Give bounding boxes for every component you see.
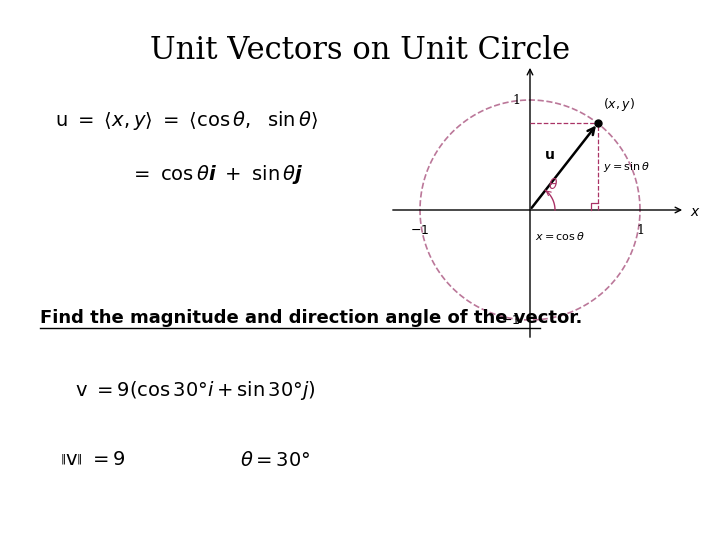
Text: $x = \cos\theta$: $x = \cos\theta$: [535, 230, 585, 242]
Text: $y = \sin\theta$: $y = \sin\theta$: [603, 160, 649, 174]
Text: $=\ \cos\theta\boldsymbol{i}\ +\ \sin\theta\boldsymbol{j}$: $=\ \cos\theta\boldsymbol{i}\ +\ \sin\th…: [130, 164, 303, 186]
Text: Find the magnitude and direction angle of the vector.: Find the magnitude and direction angle o…: [40, 309, 582, 327]
Text: $-1$: $-1$: [410, 224, 430, 237]
Text: $x$: $x$: [690, 205, 701, 219]
Text: $\mathrm{u}\ =\ \langle x, y\rangle\ =\ \langle \cos\theta,\ \ \sin\theta\rangle: $\mathrm{u}\ =\ \langle x, y\rangle\ =\ …: [55, 109, 318, 132]
Text: $\mathbf{u}$: $\mathbf{u}$: [544, 147, 555, 161]
Text: $\left\|\mathrm{v}\right\|\ =9$: $\left\|\mathrm{v}\right\|\ =9$: [60, 451, 125, 469]
Text: $\theta$: $\theta$: [548, 177, 558, 192]
Text: $-1$: $-1$: [501, 314, 520, 327]
Text: $\theta =30°$: $\theta =30°$: [240, 450, 310, 469]
Text: $\mathrm{v}\ =9\left(\cos 30°i+\sin 30°j\right)$: $\mathrm{v}\ =9\left(\cos 30°i+\sin 30°j…: [75, 379, 316, 402]
Text: Unit Vectors on Unit Circle: Unit Vectors on Unit Circle: [150, 35, 570, 66]
Text: 1: 1: [512, 93, 520, 106]
Text: 1: 1: [636, 224, 644, 237]
Text: $(x, y)$: $(x, y)$: [603, 96, 634, 113]
